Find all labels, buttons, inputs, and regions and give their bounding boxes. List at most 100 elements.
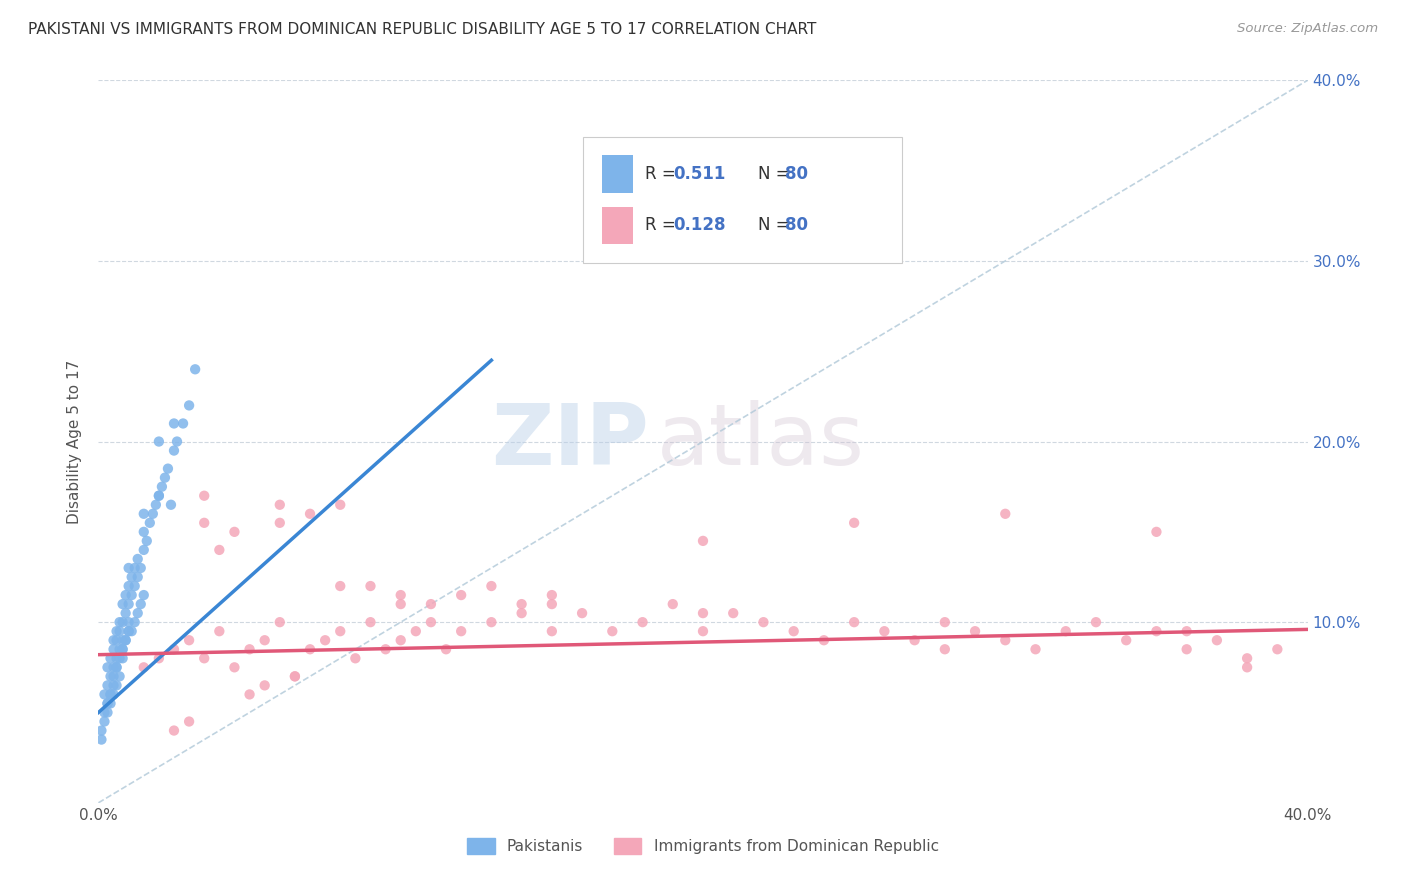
Point: [105, 651, 128, 665]
Point: [145, 498, 167, 512]
Point: [96, 697, 118, 711]
Point: [571, 606, 593, 620]
Point: [132, 588, 155, 602]
Point: [1236, 651, 1258, 665]
Point: [129, 597, 152, 611]
Point: [1115, 633, 1137, 648]
Point: [121, 588, 143, 602]
Point: [103, 669, 125, 683]
Point: [118, 597, 141, 611]
Point: [602, 624, 624, 639]
Point: [96, 697, 118, 711]
Point: [160, 498, 183, 512]
Point: [481, 579, 503, 593]
Point: [114, 606, 136, 620]
Point: [124, 579, 146, 593]
Point: [114, 633, 136, 648]
Point: [96, 706, 118, 720]
Point: [1206, 633, 1229, 648]
Point: [994, 633, 1017, 648]
Point: [105, 660, 128, 674]
Point: [163, 443, 186, 458]
Point: [299, 507, 322, 521]
Point: [124, 561, 146, 575]
Point: [90, 723, 112, 738]
Point: [284, 669, 307, 683]
Point: [1085, 615, 1108, 630]
Text: 80: 80: [785, 217, 808, 235]
Point: [540, 624, 562, 639]
Point: [132, 542, 155, 557]
Point: [389, 597, 412, 611]
Point: [179, 398, 201, 412]
Point: [723, 606, 745, 620]
Text: Source: ZipAtlas.com: Source: ZipAtlas.com: [1237, 22, 1378, 36]
Point: [111, 651, 134, 665]
Point: [193, 489, 215, 503]
Point: [111, 642, 134, 657]
Text: N =: N =: [758, 217, 794, 235]
Point: [127, 552, 149, 566]
Point: [103, 633, 125, 648]
Point: [873, 624, 896, 639]
Point: [434, 642, 457, 657]
Text: 0.511: 0.511: [673, 165, 725, 183]
Point: [224, 660, 246, 674]
Point: [127, 606, 149, 620]
Point: [360, 615, 382, 630]
Point: [1024, 642, 1046, 657]
Point: [93, 706, 115, 720]
Point: [904, 633, 927, 648]
Point: [420, 597, 443, 611]
Legend: Pakistanis, Immigrants from Dominican Republic: Pakistanis, Immigrants from Dominican Re…: [461, 832, 945, 860]
Point: [965, 624, 987, 639]
Point: [692, 624, 714, 639]
Point: [374, 642, 396, 657]
Text: 80: 80: [785, 165, 808, 183]
Point: [450, 624, 472, 639]
Point: [148, 651, 170, 665]
Point: [253, 678, 276, 692]
Point: [108, 642, 131, 657]
Point: [103, 660, 125, 674]
Point: [111, 597, 134, 611]
Point: [93, 687, 115, 701]
Point: [114, 633, 136, 648]
Point: [90, 732, 112, 747]
Point: [239, 642, 262, 657]
Point: [179, 633, 201, 648]
Point: [96, 678, 118, 692]
Point: [103, 678, 125, 692]
Point: [481, 615, 503, 630]
Point: [631, 615, 654, 630]
Point: [1236, 660, 1258, 674]
Point: [1054, 624, 1077, 639]
Point: [314, 633, 336, 648]
Point: [135, 533, 157, 548]
Point: [111, 615, 134, 630]
Point: [540, 597, 562, 611]
Point: [405, 624, 427, 639]
Point: [118, 624, 141, 639]
Point: [105, 660, 128, 674]
Point: [93, 714, 115, 729]
Point: [1175, 642, 1198, 657]
Text: 0.128: 0.128: [673, 217, 727, 235]
Point: [299, 642, 322, 657]
Point: [752, 615, 775, 630]
Text: R =: R =: [645, 165, 681, 183]
Point: [1267, 642, 1289, 657]
Point: [269, 615, 291, 630]
Point: [844, 615, 866, 630]
Point: [142, 507, 165, 521]
Point: [329, 498, 352, 512]
Point: [540, 588, 562, 602]
Text: PAKISTANI VS IMMIGRANTS FROM DOMINICAN REPUBLIC DISABILITY AGE 5 TO 17 CORRELATI: PAKISTANI VS IMMIGRANTS FROM DOMINICAN R…: [28, 22, 817, 37]
Point: [269, 516, 291, 530]
Point: [420, 615, 443, 630]
Text: ZIP: ZIP: [491, 400, 648, 483]
Point: [153, 471, 176, 485]
Point: [100, 687, 122, 701]
Point: [661, 597, 683, 611]
Point: [118, 561, 141, 575]
